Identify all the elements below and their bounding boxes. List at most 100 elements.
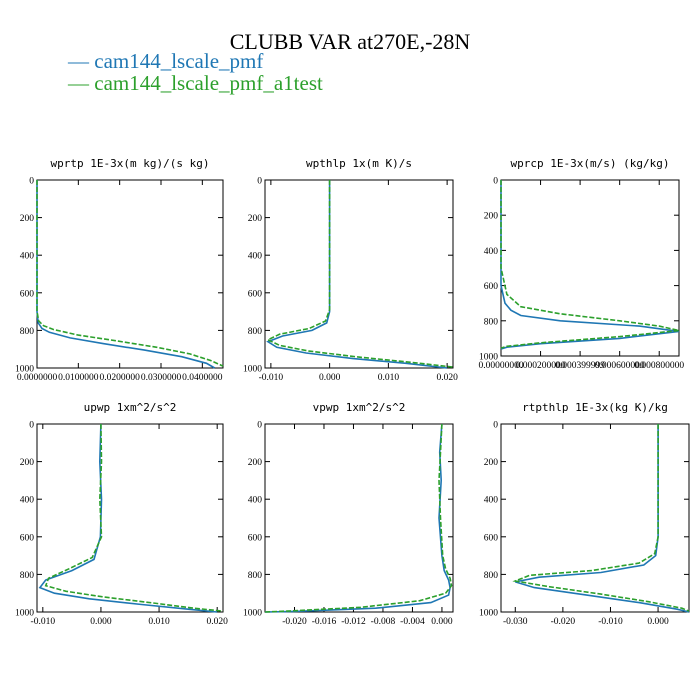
x-tick-label: 0.000 [319, 373, 341, 383]
y-tick-label: 200 [20, 458, 35, 468]
series-line-2 [264, 423, 453, 613]
figure-title: CLUBB VAR at270E,-28N [230, 29, 471, 54]
y-tick-label: 1000 [15, 365, 34, 375]
series-line-2 [500, 180, 680, 349]
x-tick-label: 0.000200000 [516, 361, 566, 371]
x-tick-label: -0.020 [282, 617, 307, 627]
series-line-2 [44, 423, 224, 612]
panel-title: upwp 1xm^2/s^2 [84, 401, 177, 414]
y-tick-label: 0 [29, 177, 34, 187]
y-tick-label: 400 [484, 496, 499, 506]
x-tick-label: -0.010 [259, 373, 284, 383]
y-tick-label: 200 [20, 214, 35, 224]
axis-frame [264, 423, 454, 613]
series-line-1 [38, 423, 218, 613]
y-tick-label: 600 [248, 533, 263, 543]
x-tick-label: -0.004 [400, 617, 425, 627]
x-tick-label: 0.010 [378, 373, 400, 383]
panel-title: vpwp 1xm^2/s^2 [313, 401, 406, 414]
legend: — cam144_lscale_pmf — cam144_lscale_pmf_… [67, 49, 323, 95]
y-tick-label: 0 [257, 177, 262, 187]
y-tick-label: 600 [20, 533, 35, 543]
axis-frame [36, 179, 224, 369]
y-tick-label: 600 [20, 289, 35, 299]
legend-marker-2: — [67, 71, 90, 95]
legend-entry-1: — cam144_lscale_pmf [67, 49, 263, 73]
x-tick-label: 0.00000000 [478, 361, 523, 371]
panel-title: wprtp 1E-3x(m kg)/(s kg) [51, 157, 210, 170]
x-tick-label: -0.012 [341, 617, 366, 627]
y-tick-label: 1000 [243, 365, 262, 375]
axis-frame [500, 423, 690, 613]
y-tick-label: 200 [248, 214, 263, 224]
y-tick-label: 800 [20, 327, 35, 337]
legend-entry-2: — cam144_lscale_pmf_a1test [67, 71, 323, 95]
y-tick-label: 200 [484, 212, 499, 222]
y-tick-label: 800 [484, 317, 499, 327]
series-line-1 [266, 180, 448, 369]
x-tick-label: -0.008 [371, 617, 396, 627]
y-tick-label: 200 [484, 458, 499, 468]
y-tick-label: 400 [20, 252, 35, 262]
x-tick-label: -0.030 [503, 617, 528, 627]
panel-title: wprcp 1E-3x(m/s) (kg/kg) [511, 157, 670, 170]
x-tick-label: -0.016 [312, 617, 337, 627]
x-tick-label: 0.000600000 [595, 361, 645, 371]
x-tick-label: -0.020 [551, 617, 576, 627]
series-line-1 [264, 423, 451, 613]
panel-title: rtpthlp 1E-3x(kg K)/kg [522, 401, 668, 414]
panel-5: vpwp 1xm^2/s^2 0 200 400 600 800 1000 -0.020 -0.… [243, 401, 454, 627]
panel-2: wpthlp 1x(m K)/s 0 200 400 600 800 1000-0.010 0… [243, 157, 458, 383]
legend-label-1: cam144_lscale_pmf [94, 49, 263, 73]
panel-title: wpthlp 1x(m K)/s [306, 157, 412, 170]
y-tick-label: 400 [248, 496, 263, 506]
panel-3: wprcp 1E-3x(m/s) (kg/kg) 0 200 400 600 800 100… [478, 157, 684, 371]
y-tick-label: 1000 [479, 609, 498, 619]
legend-marker-1: — [67, 49, 90, 73]
axis-frame [500, 179, 680, 357]
series-line-1 [36, 180, 216, 369]
x-tick-label: 0.0000000 [17, 373, 58, 383]
x-tick-label: 0.020 [436, 373, 458, 383]
x-tick-label: 0.000399999 [555, 361, 605, 371]
x-tick-label: 0.0100000 [58, 373, 99, 383]
x-tick-label: 0.0400000 [182, 373, 223, 383]
panel-1: wprtp 1E-3x(m kg)/(s kg) 0 200 400 600 800 100… [15, 157, 224, 383]
series-line-2 [266, 180, 454, 368]
x-tick-label: -0.010 [31, 617, 56, 627]
x-tick-label: 0.000 [647, 617, 669, 627]
axis-frame [264, 179, 454, 369]
x-tick-label: -0.010 [598, 617, 623, 627]
axis-frame [36, 423, 224, 613]
y-tick-label: 400 [20, 496, 35, 506]
y-tick-label: 400 [248, 252, 263, 262]
y-tick-label: 600 [248, 289, 263, 299]
y-tick-label: 200 [248, 458, 263, 468]
y-tick-label: 600 [484, 533, 499, 543]
y-tick-label: 1000 [479, 353, 498, 363]
y-tick-label: 1000 [243, 609, 262, 619]
y-tick-label: 800 [484, 571, 499, 581]
x-tick-label: 0.0200000 [99, 373, 140, 383]
x-tick-label: 0.000 [431, 617, 453, 627]
y-tick-label: 400 [484, 247, 499, 257]
x-tick-label: 0.020 [207, 617, 229, 627]
y-tick-label: 800 [20, 571, 35, 581]
panel-grid: wprtp 1E-3x(m kg)/(s kg) 0 200 400 600 800 100… [15, 157, 690, 627]
x-tick-label: 0.000800000 [634, 361, 684, 371]
series-line-1 [515, 424, 690, 613]
y-tick-label: 800 [248, 571, 263, 581]
y-tick-label: 0 [29, 421, 34, 431]
x-tick-label: 0.010 [148, 617, 170, 627]
panel-6: rtpthlp 1E-3x(kg K)/kg02004006008001000-… [479, 401, 690, 627]
y-tick-label: 800 [248, 327, 263, 337]
x-tick-label: 0.0300000 [141, 373, 182, 383]
y-tick-label: 0 [493, 421, 498, 431]
legend-label-2: cam144_lscale_pmf_a1test [94, 71, 323, 95]
series-line-2 [512, 424, 690, 612]
panel-4: upwp 1xm^2/s^2 0 200 400 600 800 1000-0.010 0.0… [15, 401, 228, 627]
x-tick-label: 0.000 [90, 617, 112, 627]
y-tick-label: 0 [493, 177, 498, 187]
series-line-2 [36, 180, 224, 367]
